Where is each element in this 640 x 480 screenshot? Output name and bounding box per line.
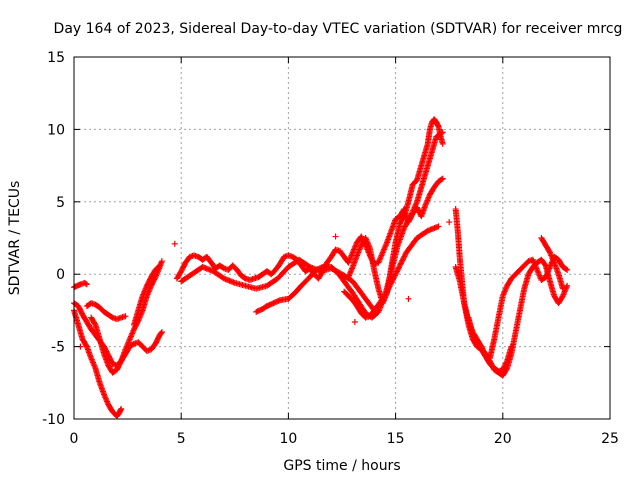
- data-point: [393, 269, 400, 276]
- data-point: [392, 271, 399, 278]
- data-point: [397, 260, 404, 267]
- data-point: [118, 405, 125, 412]
- data-point: [541, 261, 548, 268]
- series-trace-b: [71, 300, 165, 369]
- x-tick-label: 20: [494, 431, 512, 447]
- data-point: [117, 359, 124, 366]
- data-point: [158, 258, 165, 265]
- data-point: [559, 285, 566, 292]
- data-point: [435, 223, 442, 230]
- data-point: [546, 248, 553, 255]
- x-tick-label: 0: [70, 431, 79, 447]
- series-trace-f: [131, 262, 163, 328]
- data-point: [122, 313, 129, 320]
- data-point: [503, 359, 510, 366]
- series-isolated: [77, 219, 453, 350]
- data-point: [171, 240, 178, 247]
- data-point: [399, 256, 406, 263]
- x-axis-label: GPS time / hours: [283, 458, 400, 474]
- series-trace-i: [253, 129, 446, 321]
- data-point: [371, 307, 378, 314]
- data-point: [158, 330, 165, 337]
- data-point: [439, 175, 446, 182]
- grid-layer: [74, 57, 610, 419]
- data-point: [406, 214, 413, 221]
- data-point: [508, 343, 515, 350]
- series-trace-d: [83, 300, 129, 323]
- data-point: [398, 258, 405, 265]
- data-point: [158, 329, 165, 336]
- series-trace-a: [71, 307, 125, 420]
- y-axis-label: SDTVAR / TECUs: [7, 181, 23, 296]
- data-point: [394, 267, 401, 274]
- data-point: [82, 280, 89, 287]
- x-tick-label: 10: [279, 431, 297, 447]
- data-point: [439, 140, 446, 147]
- series-trace-j: [345, 116, 446, 307]
- y-tick-label: 10: [47, 122, 65, 138]
- y-tick-label: 0: [56, 267, 65, 283]
- y-tick-label: 15: [47, 50, 65, 66]
- data-point: [401, 253, 408, 260]
- data-point: [396, 263, 403, 270]
- data-point: [351, 318, 358, 325]
- series-trace-e: [88, 258, 165, 376]
- data-point: [564, 266, 571, 273]
- data-point: [156, 262, 163, 269]
- data-point: [395, 265, 402, 272]
- tick-layer: 0 5 10 15 20 25 -10 -5 0 5 10 15: [42, 50, 619, 447]
- y-tick-label: -10: [42, 412, 65, 428]
- x-tick-label: 15: [387, 431, 405, 447]
- data-point: [397, 261, 404, 268]
- series-trace-k: [341, 288, 378, 321]
- chart-title: Day 164 of 2023, Sidereal Day-to-day VTE…: [54, 21, 623, 37]
- plot-frame: [73, 56, 611, 420]
- series-trace-o: [538, 235, 566, 292]
- data-point: [563, 266, 570, 273]
- data-point: [83, 281, 90, 288]
- x-tick-label: 5: [177, 431, 186, 447]
- data-point: [155, 263, 162, 270]
- data-point: [401, 252, 408, 259]
- series-trace-n: [465, 314, 515, 375]
- data-point: [370, 308, 377, 315]
- x-tick-label: 25: [601, 431, 619, 447]
- data-point: [91, 320, 98, 327]
- data-point: [83, 342, 90, 349]
- data-point: [395, 264, 402, 271]
- data-point: [405, 295, 412, 302]
- data-point: [400, 254, 407, 261]
- data-point: [393, 268, 400, 275]
- data-point: [399, 257, 406, 264]
- y-tick-label: -5: [51, 340, 65, 356]
- data-layer: [71, 116, 571, 420]
- data-point: [559, 294, 566, 301]
- data-point: [446, 219, 453, 226]
- data-point: [564, 282, 571, 289]
- y-tick-label: 5: [56, 195, 65, 211]
- data-point: [332, 233, 339, 240]
- data-point: [400, 214, 407, 221]
- data-point: [438, 176, 445, 183]
